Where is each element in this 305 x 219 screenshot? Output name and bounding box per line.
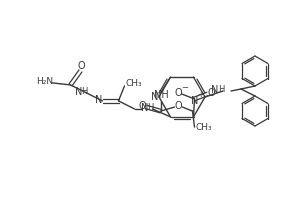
Text: H: H — [81, 87, 88, 96]
Text: +: + — [197, 90, 204, 99]
Text: −: − — [181, 83, 188, 92]
Text: N: N — [141, 103, 148, 113]
Text: O: O — [208, 88, 215, 98]
Text: N: N — [75, 87, 82, 97]
Text: N: N — [211, 85, 219, 95]
Text: CH₃: CH₃ — [195, 123, 212, 132]
Text: O: O — [78, 61, 85, 71]
Text: N: N — [95, 95, 102, 105]
Text: N: N — [191, 96, 198, 106]
Text: O: O — [175, 88, 182, 98]
Text: NH: NH — [154, 90, 169, 100]
Text: O: O — [175, 101, 182, 111]
Text: O: O — [139, 101, 146, 111]
Text: H₂N: H₂N — [36, 78, 53, 87]
Text: N: N — [151, 92, 159, 102]
Text: H: H — [147, 103, 154, 112]
Text: H: H — [218, 85, 224, 95]
Text: CH₃: CH₃ — [125, 79, 142, 88]
